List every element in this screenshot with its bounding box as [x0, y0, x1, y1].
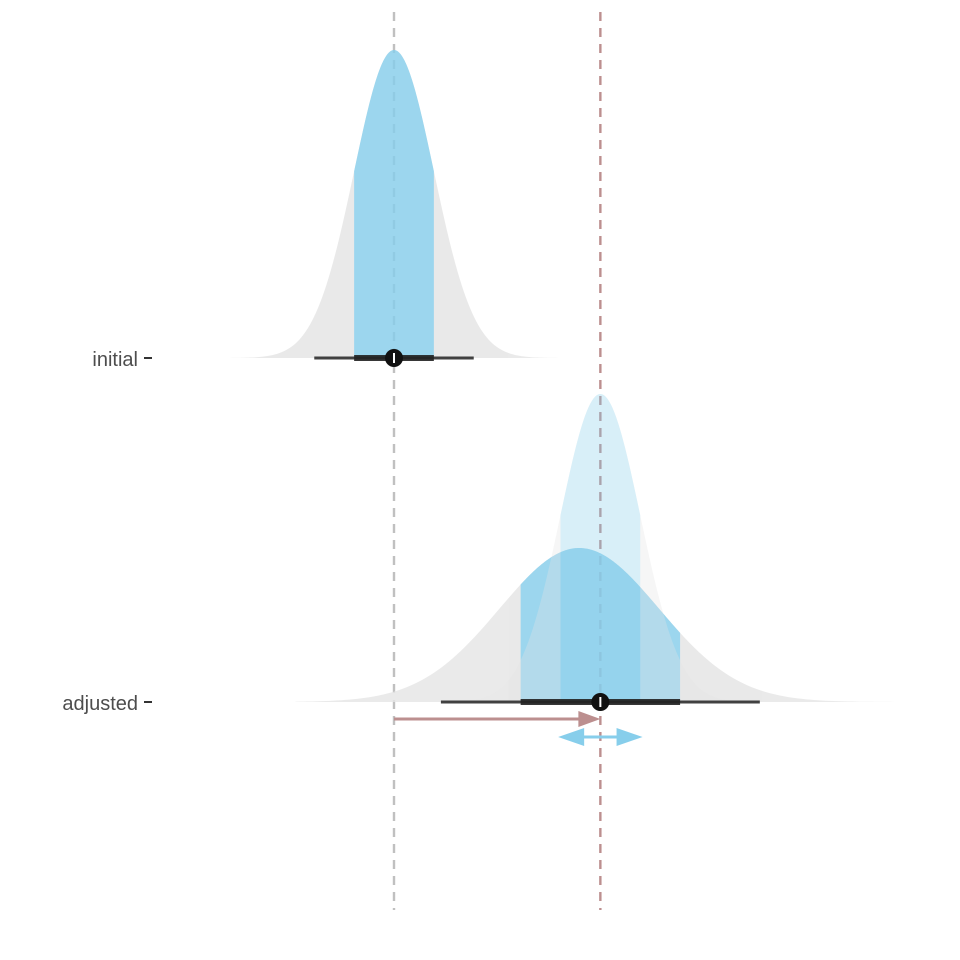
annotations: [394, 711, 643, 746]
distributions: [229, 50, 910, 702]
density-inner-area: [560, 394, 641, 702]
density-initial-1: [229, 50, 559, 358]
y-tick-label-initial: initial: [92, 349, 138, 371]
y-axis: initial adjusted: [62, 349, 152, 715]
shift-arrow-head: [578, 711, 601, 727]
intervals: [314, 349, 760, 711]
density-outer-area: [436, 394, 765, 702]
spread-arrow-head-left: [558, 728, 585, 746]
spread-arrow-head-right: [616, 728, 643, 746]
density-adjusted-3: [436, 394, 765, 702]
density-adjusted-2: [295, 548, 910, 702]
density-inner-area: [354, 50, 434, 358]
y-tick-label-adjusted: adjusted: [62, 693, 138, 715]
density-inner-area: [520, 548, 681, 702]
